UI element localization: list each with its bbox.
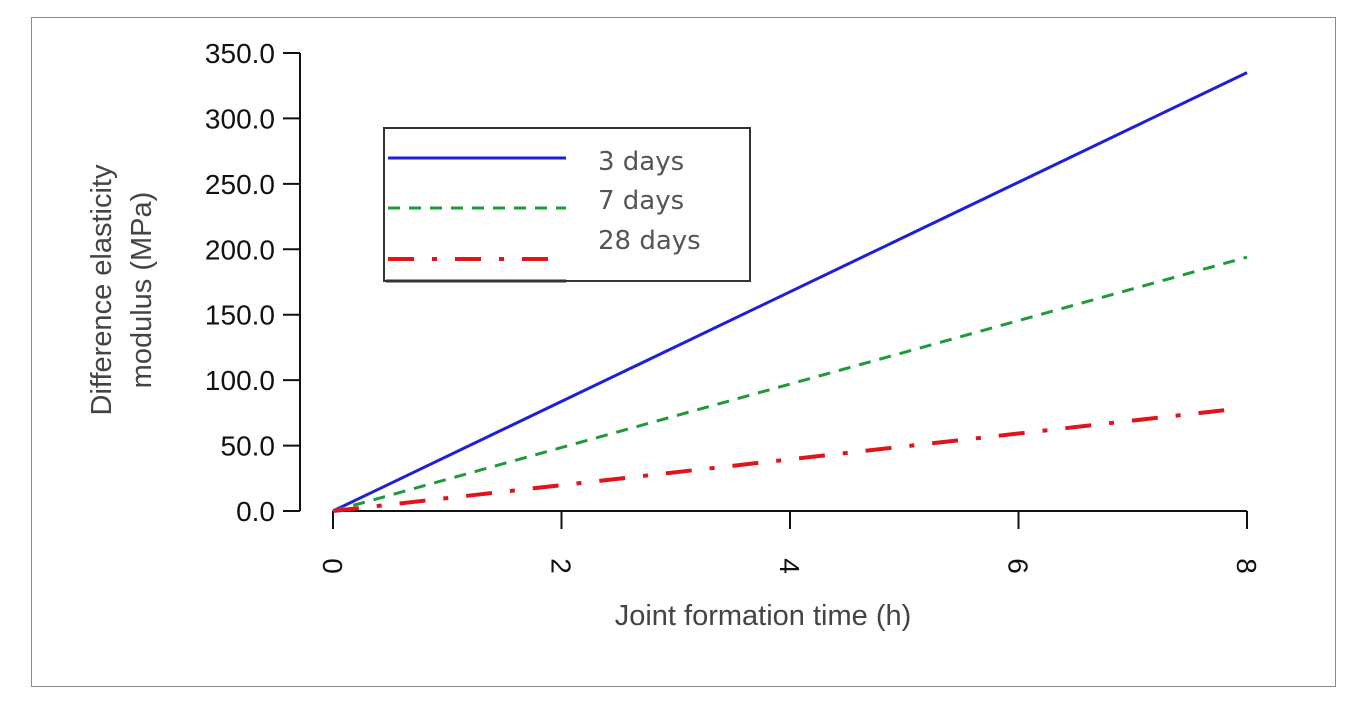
series-line-7-days xyxy=(332,255,1248,513)
y-axis-ticks: 0.0 50.0 100.0 150.0 200.0 250.0 300.0 350.0 xyxy=(205,38,300,527)
x-axis-ticks: 0 2 4 6 8 xyxy=(317,511,1262,574)
x-tick-label: 0 xyxy=(317,558,348,574)
y-tick-label: 200.0 xyxy=(205,234,275,265)
series-line-3-days xyxy=(332,71,1248,513)
series-lines xyxy=(332,71,1248,513)
legend-box xyxy=(383,127,751,282)
x-tick-label: 4 xyxy=(774,558,805,574)
legend-items: 3 days 7 days 28 days xyxy=(388,147,701,261)
legend-label-28-days: 28 days xyxy=(598,226,701,256)
y-axis-title-line-1: Difference elasticity xyxy=(86,164,118,415)
legend: 3 days 7 days 28 days xyxy=(383,127,751,283)
x-tick-label: 6 xyxy=(1003,558,1034,574)
legend-label-7-days: 7 days xyxy=(598,186,684,216)
y-tick-label: 250.0 xyxy=(205,169,275,200)
y-axis-title: Difference elasticity modulus (MPa) xyxy=(86,164,158,415)
y-tick-label: 50.0 xyxy=(221,431,276,462)
x-tick-label: 2 xyxy=(546,558,577,574)
y-tick-label: 100.0 xyxy=(205,365,275,396)
y-tick-label: 150.0 xyxy=(205,300,275,331)
legend-label-3-days: 3 days xyxy=(598,147,684,177)
series-line-28-days xyxy=(332,408,1225,513)
x-tick-label: 8 xyxy=(1231,558,1262,574)
y-tick-label: 0.0 xyxy=(236,496,275,527)
y-axis-title-line-2: modulus (MPa) xyxy=(126,192,158,389)
y-tick-label: 300.0 xyxy=(205,103,275,134)
x-axis-title: Joint formation time (h) xyxy=(615,600,912,632)
y-tick-label: 350.0 xyxy=(205,38,275,69)
